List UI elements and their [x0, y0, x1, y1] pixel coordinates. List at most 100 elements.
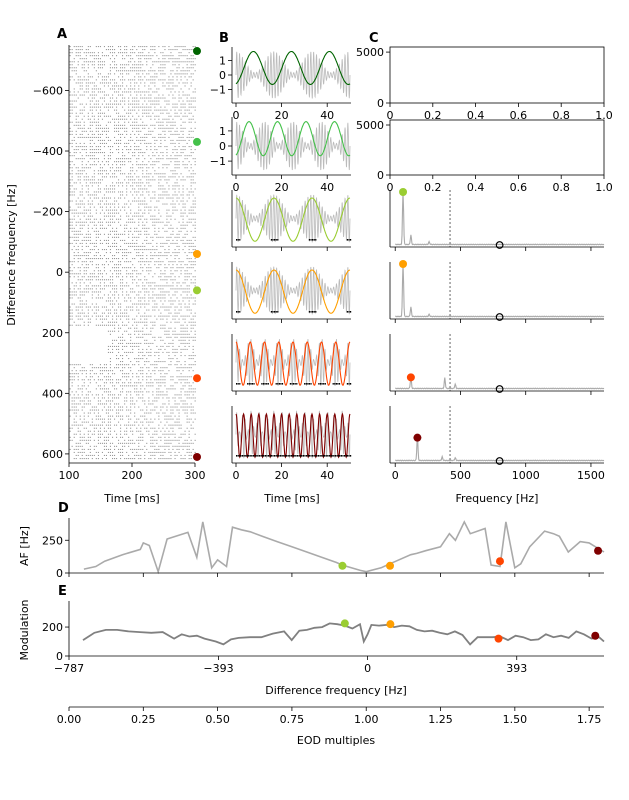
raster-spike: [152, 258, 154, 260]
raster-spike: [176, 264, 178, 266]
panel-b-spike: [294, 383, 296, 385]
raster-spike: [107, 121, 109, 123]
raster-spike: [168, 364, 170, 366]
raster-spike: [77, 76, 79, 78]
raster-spike: [176, 139, 178, 141]
raster-spike: [120, 394, 122, 396]
raster-spike: [81, 391, 83, 393]
raster-spike: [146, 315, 148, 317]
panel-b-spike: [239, 383, 241, 385]
raster-spike: [162, 136, 164, 138]
raster-spike: [130, 252, 132, 254]
raster-spike: [180, 355, 182, 357]
raster-spike: [146, 230, 148, 232]
raster-spike: [150, 94, 152, 96]
raster-spike: [158, 385, 160, 387]
panel-b-spike: [315, 311, 317, 313]
raster-spike: [186, 70, 188, 72]
raster-spike: [91, 376, 93, 378]
raster-spike: [148, 97, 150, 99]
raster-spike: [146, 270, 148, 272]
raster-spike: [89, 279, 91, 281]
raster-spike: [118, 406, 120, 408]
raster-spike: [128, 382, 130, 384]
raster-spike: [194, 397, 196, 399]
raster-spike: [77, 309, 79, 311]
raster-spike: [118, 342, 120, 344]
raster-spike: [130, 273, 132, 275]
raster-spike: [95, 291, 97, 293]
raster-spike: [184, 139, 186, 141]
raster-spike: [162, 64, 164, 66]
raster-spike: [140, 182, 142, 184]
raster-spike: [95, 233, 97, 235]
raster-spike: [87, 167, 89, 169]
raster-spike: [81, 264, 83, 266]
raster-spike: [109, 212, 111, 214]
raster-spike: [69, 430, 71, 432]
raster-spike: [146, 367, 148, 369]
raster-spike: [134, 188, 136, 190]
raster-spike: [176, 161, 178, 163]
raster-spike: [118, 206, 120, 208]
raster-spike: [174, 61, 176, 63]
raster-spike: [122, 348, 124, 350]
raster-spike: [79, 242, 81, 244]
raster-spike: [85, 233, 87, 235]
raster-spike: [97, 258, 99, 260]
raster-spike: [140, 291, 142, 293]
panel-b-carrier: [235, 121, 351, 171]
raster-spike: [99, 242, 101, 244]
raster-spike: [178, 94, 180, 96]
raster-spike: [186, 276, 188, 278]
raster-spike: [170, 115, 172, 117]
raster-spike: [142, 49, 144, 51]
raster-spike: [184, 115, 186, 117]
raster-row: [107, 351, 194, 353]
raster-spike: [83, 127, 85, 129]
raster-spike: [112, 55, 114, 57]
raster-spike: [156, 394, 158, 396]
raster-spike: [73, 58, 75, 60]
raster-spike: [178, 376, 180, 378]
raster-spike: [75, 458, 77, 460]
raster-spike: [103, 212, 105, 214]
raster-spike: [186, 451, 188, 453]
raster-spike: [97, 112, 99, 114]
raster-spike: [140, 203, 142, 205]
raster-spike: [158, 315, 160, 317]
raster-spike: [158, 127, 160, 129]
panel-a-ytick-label: 400: [42, 387, 63, 400]
raster-spike: [164, 436, 166, 438]
raster-spike: [176, 282, 178, 284]
raster-row: [69, 315, 196, 317]
raster-spike: [164, 79, 166, 81]
raster-spike: [176, 130, 178, 132]
raster-spike: [89, 249, 91, 251]
raster-spike: [109, 279, 111, 281]
raster-spike: [136, 227, 138, 229]
raster-spike: [178, 261, 180, 263]
raster-spike: [95, 418, 97, 420]
raster-spike: [158, 388, 160, 390]
raster-spike: [152, 100, 154, 102]
raster-spike: [194, 158, 196, 160]
raster-spike: [182, 224, 184, 226]
raster-spike: [160, 318, 162, 320]
raster-spike: [105, 249, 107, 251]
raster-spike: [130, 176, 132, 178]
raster-spike: [162, 261, 164, 263]
raster-spike: [188, 333, 190, 335]
raster-spike: [71, 324, 73, 326]
raster-spike: [97, 454, 99, 456]
raster-spike: [186, 267, 188, 269]
raster-spike: [91, 124, 93, 126]
raster-spike: [79, 79, 81, 81]
raster-spike: [150, 355, 152, 357]
raster-spike: [138, 124, 140, 126]
raster-spike: [194, 173, 196, 175]
raster-row: [69, 373, 182, 375]
raster-spike: [87, 394, 89, 396]
raster-spike: [194, 285, 196, 287]
raster-spike: [97, 197, 99, 199]
